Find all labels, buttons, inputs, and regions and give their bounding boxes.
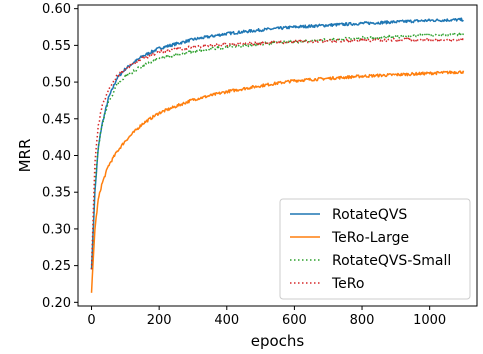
- x-axis-label: epochs: [251, 332, 305, 350]
- y-axis: 0.20 0.25 0.30 0.35 0.40 0.45 0.50 0.55 0.60: [42, 2, 78, 311]
- legend-label: TeRo-Large: [331, 230, 409, 246]
- x-tick-label: 200: [147, 313, 172, 328]
- y-tick-label: 0.55: [42, 39, 71, 54]
- y-tick-label: 0.30: [42, 222, 71, 237]
- x-tick-label: 600: [282, 313, 307, 328]
- x-axis: 0 200 400 600 800 1000: [87, 306, 446, 328]
- y-tick-label: 0.35: [42, 186, 71, 201]
- y-tick-label: 0.45: [42, 112, 71, 127]
- legend-label: RotateQVS: [332, 207, 407, 223]
- y-axis-label: MRR: [16, 139, 34, 173]
- y-tick-label: 0.50: [42, 76, 71, 91]
- x-tick-label: 400: [214, 313, 239, 328]
- x-tick-label: 1000: [413, 313, 446, 328]
- plot-lines: [90, 17, 465, 293]
- legend: RotateQVS TeRo-Large RotateQVS-Small TeRo: [279, 198, 471, 300]
- series-line: [90, 17, 464, 270]
- series-line: [90, 37, 465, 270]
- x-tick-label: 800: [350, 313, 375, 328]
- series-line: [90, 70, 465, 293]
- series-line: [90, 32, 465, 270]
- y-tick-label: 0.20: [42, 296, 71, 311]
- y-tick-label: 0.25: [42, 259, 71, 274]
- x-tick-label: 0: [87, 313, 95, 328]
- legend-label: RotateQVS-Small: [332, 253, 451, 269]
- y-tick-label: 0.40: [42, 149, 71, 164]
- legend-box: [279, 198, 471, 300]
- legend-label: TeRo: [331, 276, 364, 292]
- y-tick-label: 0.60: [42, 2, 71, 17]
